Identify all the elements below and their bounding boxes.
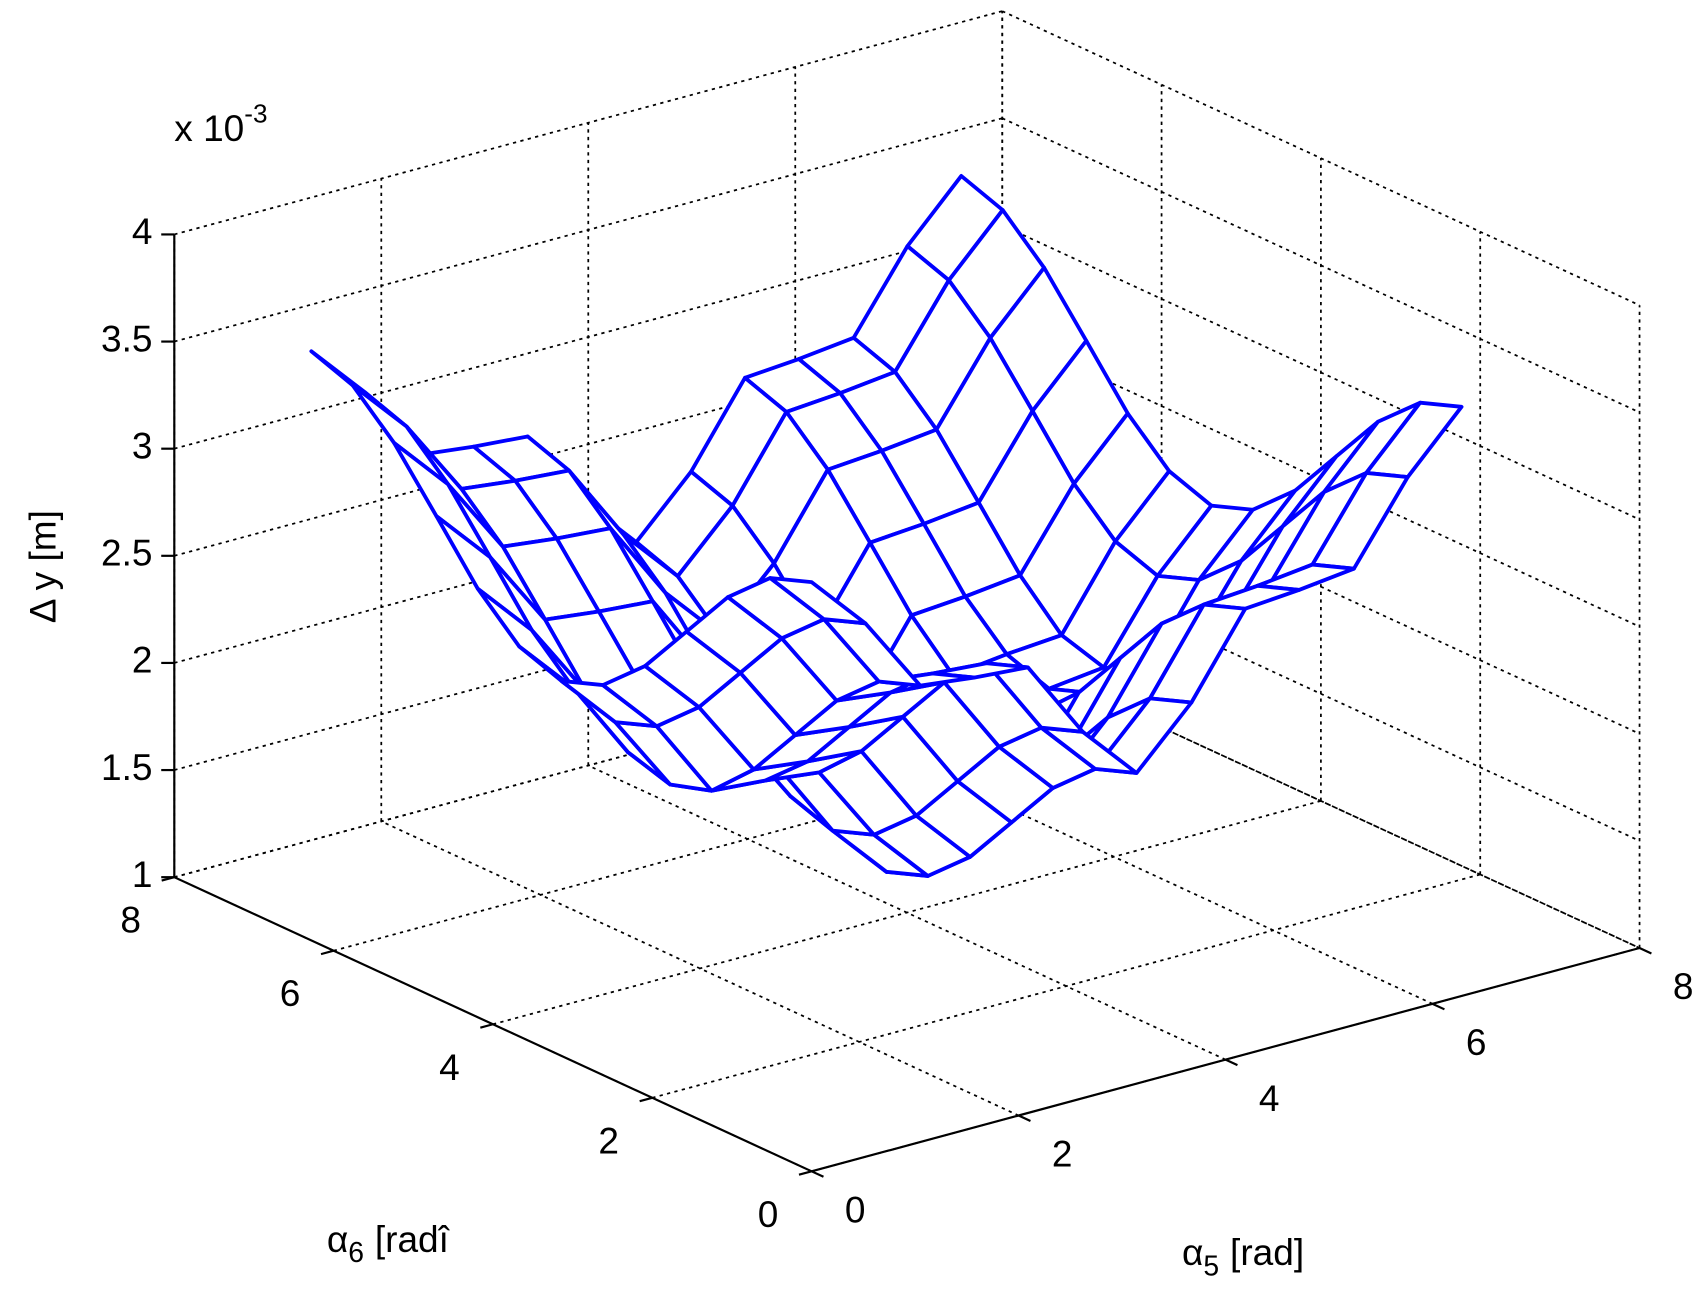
grid-line xyxy=(174,10,1003,236)
grid-line xyxy=(174,117,1003,343)
x-tick-label: 2 xyxy=(1052,1133,1073,1175)
y-tick-label: 0 xyxy=(758,1193,779,1235)
x-tick-label: 4 xyxy=(1259,1077,1280,1119)
grid-line xyxy=(174,653,1003,879)
z-tick-label: 2 xyxy=(132,639,153,681)
tick-mark xyxy=(1225,1058,1238,1067)
z-tick-label: 4 xyxy=(132,210,153,252)
mesh-cell xyxy=(768,576,868,626)
x-tick-label: 8 xyxy=(1673,965,1694,1007)
grid-line xyxy=(1001,117,1640,414)
grid-line xyxy=(652,873,1481,1099)
grid-line xyxy=(174,224,1003,450)
z-tick-label: 1.5 xyxy=(101,746,152,788)
grid-line xyxy=(174,331,1003,557)
tick-mark xyxy=(639,1096,653,1103)
tick-mark xyxy=(480,1023,494,1029)
exponent: -3 xyxy=(244,99,267,129)
z-exponent: x 10-3 xyxy=(174,99,267,149)
y-tick-label: 4 xyxy=(439,1046,460,1088)
tick-mark xyxy=(320,949,334,956)
grid-line xyxy=(492,800,1322,1026)
label-subscript: 5 xyxy=(1203,1251,1219,1283)
label-symbol: α xyxy=(327,1218,348,1260)
label-symbol: α xyxy=(1182,1231,1203,1273)
grid-line xyxy=(1001,224,1640,521)
z-tick-label: 3.5 xyxy=(101,317,152,359)
tick-mark xyxy=(811,1170,824,1178)
z-tick-label: 3 xyxy=(132,424,153,466)
tick-mark xyxy=(1432,1002,1445,1011)
mesh-cell xyxy=(350,383,450,487)
x-tick-label: 0 xyxy=(845,1189,866,1231)
z-tick-label: 1 xyxy=(132,853,153,895)
y-tick-label: 2 xyxy=(598,1119,619,1161)
mesh xyxy=(309,174,1464,878)
tick-mark xyxy=(1018,1114,1031,1122)
label-subscript: 6 xyxy=(348,1238,364,1270)
grid-line xyxy=(333,726,1162,952)
label-unit: [rad] xyxy=(1230,1231,1304,1273)
x-tick-label: 6 xyxy=(1466,1021,1487,1063)
z-axis-label: Δ y [m] xyxy=(22,510,64,623)
y-tick-label: 8 xyxy=(120,899,141,941)
label-unit: [radî xyxy=(375,1218,451,1260)
x-axis-label: α5 [rad] xyxy=(1182,1231,1304,1283)
z-tick-label: 2.5 xyxy=(101,532,152,574)
y-axis-label: α6 [radî xyxy=(327,1218,451,1270)
exponent-base: x 10 xyxy=(174,107,244,149)
y-tick-label: 6 xyxy=(280,972,301,1014)
grid-line xyxy=(1001,10,1640,307)
tick-mark xyxy=(798,1170,812,1176)
tick-mark xyxy=(1639,947,1652,955)
